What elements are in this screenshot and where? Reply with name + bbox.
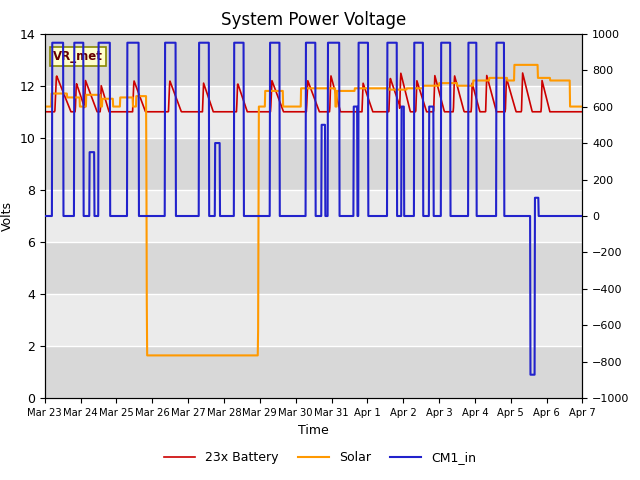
Y-axis label: Volts: Volts xyxy=(1,201,13,231)
CM1_in xyxy=(468,40,476,46)
Solar xyxy=(515,62,523,68)
Solar xyxy=(579,104,586,109)
23x Battery xyxy=(221,109,228,115)
Solar xyxy=(397,87,405,93)
23x Battery xyxy=(41,109,49,115)
Line: CM1_in: CM1_in xyxy=(45,43,582,375)
CM1_in xyxy=(579,213,586,219)
Bar xyxy=(45,242,582,294)
CM1_in xyxy=(49,40,56,46)
Solar xyxy=(468,83,476,89)
CM1_in xyxy=(527,372,534,378)
Solar xyxy=(161,352,168,358)
Bar xyxy=(45,190,582,242)
Bar xyxy=(45,86,582,138)
Title: System Power Voltage: System Power Voltage xyxy=(221,11,406,29)
CM1_in xyxy=(41,213,49,219)
CM1_in xyxy=(221,213,228,219)
Solar xyxy=(511,62,518,68)
CM1_in xyxy=(161,213,168,219)
23x Battery xyxy=(515,109,522,115)
Solar xyxy=(41,104,49,109)
Line: 23x Battery: 23x Battery xyxy=(45,73,582,112)
23x Battery xyxy=(147,109,155,115)
X-axis label: Time: Time xyxy=(298,424,329,437)
Solar xyxy=(221,352,228,358)
23x Battery xyxy=(579,109,586,115)
Solar xyxy=(143,352,151,358)
Bar xyxy=(45,346,582,398)
CM1_in xyxy=(515,213,523,219)
Solar xyxy=(148,352,156,358)
23x Battery xyxy=(519,70,527,76)
Text: VR_met: VR_met xyxy=(53,50,103,63)
Line: Solar: Solar xyxy=(45,65,582,355)
CM1_in xyxy=(397,213,405,219)
Bar xyxy=(45,294,582,346)
23x Battery xyxy=(161,109,168,115)
CM1_in xyxy=(148,213,156,219)
23x Battery xyxy=(467,109,475,115)
23x Battery xyxy=(397,71,404,76)
Bar xyxy=(45,34,582,86)
Legend: 23x Battery, Solar, CM1_in: 23x Battery, Solar, CM1_in xyxy=(159,446,481,469)
Bar xyxy=(45,138,582,190)
